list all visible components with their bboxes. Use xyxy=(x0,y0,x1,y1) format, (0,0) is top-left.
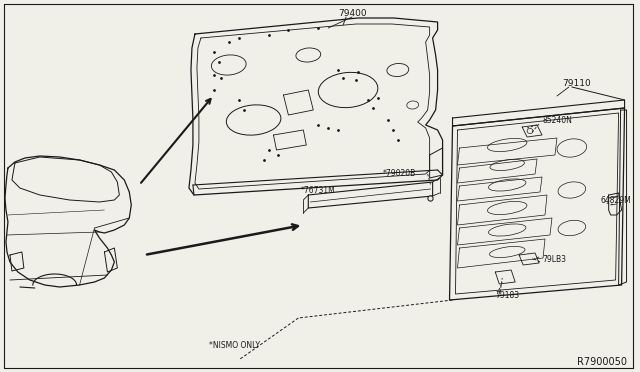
Text: R7900050: R7900050 xyxy=(577,357,627,367)
Text: 79110: 79110 xyxy=(562,78,591,87)
Text: 79LB3: 79LB3 xyxy=(542,256,566,264)
Text: *79020B: *79020B xyxy=(383,169,416,177)
Text: 79400: 79400 xyxy=(338,9,367,17)
Text: 79183: 79183 xyxy=(495,292,520,301)
Text: *76731M: *76731M xyxy=(301,186,335,195)
Text: *NISMO ONLY: *NISMO ONLY xyxy=(209,340,260,350)
Text: 64829M: 64829M xyxy=(601,196,632,205)
Text: 85240N: 85240N xyxy=(542,115,572,125)
